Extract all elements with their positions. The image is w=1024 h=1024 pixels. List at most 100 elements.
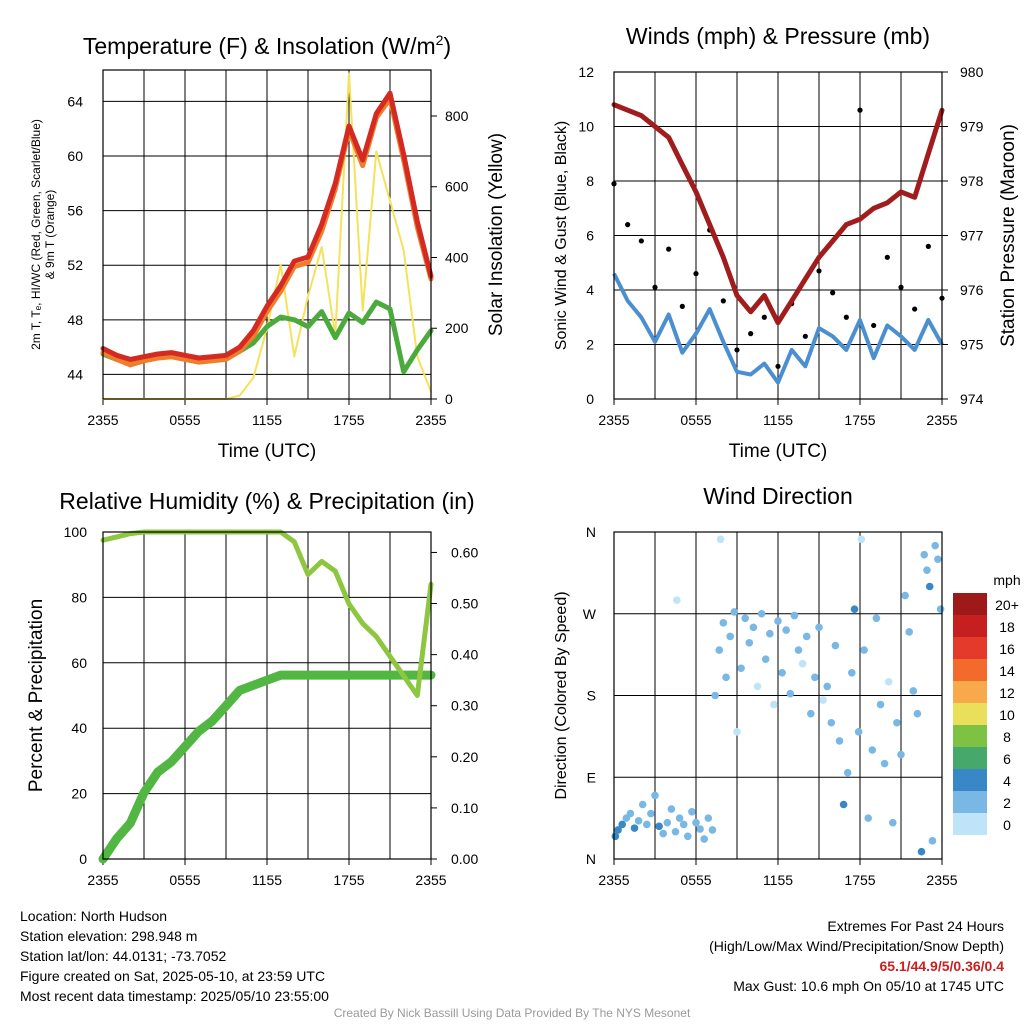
y-tick-label: E xyxy=(587,769,596,785)
x-tick-label: 1155 xyxy=(763,872,793,888)
wind-direction-point xyxy=(630,824,639,832)
x-tick-label: 1755 xyxy=(844,412,875,428)
y-tick-label: 48 xyxy=(67,312,83,328)
wind-direction-point xyxy=(889,818,897,827)
y2-tick-label: 974 xyxy=(960,391,984,407)
wind-direction-point xyxy=(807,709,815,718)
wind-direction-point xyxy=(839,800,848,809)
x-tick-label: 0555 xyxy=(169,412,200,428)
wind-direction-point xyxy=(864,814,872,822)
wind-direction-point xyxy=(673,596,681,604)
y2-tick-label: 980 xyxy=(960,64,984,80)
y-tick-label: 0 xyxy=(586,391,594,407)
y-tick-label: 0 xyxy=(79,851,87,867)
y2-tick-label: 0.00 xyxy=(451,851,478,867)
wind-direction-point xyxy=(831,641,840,650)
colorbar-title: mph xyxy=(993,572,1020,588)
wind-direction-point xyxy=(925,582,934,591)
gust-point xyxy=(666,246,672,252)
wind-direction-point xyxy=(868,746,877,754)
wind-direction-point xyxy=(901,591,909,600)
colorbar-swatch xyxy=(953,659,987,681)
wind-direction-point xyxy=(719,619,728,627)
wind-direction-point xyxy=(745,639,754,647)
wind-direction-point xyxy=(766,629,774,638)
wind-direction-point xyxy=(811,673,819,682)
y-tick-label: N xyxy=(586,524,596,540)
gust-point xyxy=(898,284,904,290)
wind-direction-point xyxy=(819,696,827,704)
y-axis-label: & 9m T (Orange) xyxy=(43,190,57,280)
y-axis-label: Sonic Wind & Gust (Blue, Black) xyxy=(553,121,570,350)
wind-direction-point xyxy=(730,608,739,616)
colorbar-label: 12 xyxy=(999,685,1015,701)
series-line-sonic-wind xyxy=(612,272,944,385)
y2-tick-label: 0.40 xyxy=(451,647,478,663)
chart-title: Relative Humidity (%) & Precipitation (i… xyxy=(59,488,474,514)
wind-direction-point xyxy=(737,664,745,673)
wind-direction-point xyxy=(726,632,734,641)
colorbar-swatch xyxy=(953,769,987,791)
x-tick-label: 1155 xyxy=(763,412,793,428)
colorbar-label: 16 xyxy=(999,641,1015,657)
wind-direction-point xyxy=(700,835,708,843)
wind-direction-point xyxy=(872,614,881,623)
wind-direction-point xyxy=(655,822,663,831)
y2-tick-label: 979 xyxy=(960,119,984,135)
y2-tick-label: 0.10 xyxy=(451,800,478,816)
colorbar-label: 4 xyxy=(1003,773,1011,789)
gust-point xyxy=(625,222,631,228)
gust-point xyxy=(925,243,931,249)
y2-tick-label: 0.30 xyxy=(451,698,478,714)
x-tick-label: 2355 xyxy=(598,872,629,888)
x-tick-label: 1155 xyxy=(252,872,282,888)
plot-frame xyxy=(102,531,432,860)
wind-direction-point xyxy=(688,807,696,816)
recent-timestamp: Most recent data timestamp: 2025/05/10 2… xyxy=(20,988,329,1004)
y-tick-label: 80 xyxy=(71,589,87,605)
x-tick-label: 0555 xyxy=(169,872,200,888)
colorbar-swatch xyxy=(953,593,987,615)
wind-direction-point xyxy=(733,728,741,736)
gust-point xyxy=(802,333,808,339)
wind-direction-point xyxy=(715,646,724,654)
gust-point xyxy=(720,298,726,304)
credit-line: Created By Nick Bassill Using Data Provi… xyxy=(333,1006,691,1020)
wind-direction-point xyxy=(835,737,844,745)
colorbar-label: 20+ xyxy=(995,597,1019,613)
wind-direction-point xyxy=(778,668,786,677)
gust-point xyxy=(857,107,863,113)
wind-direction-point xyxy=(823,682,831,691)
station-latlon: Station lat/lon: 44.0131; -73.7052 xyxy=(20,948,227,964)
x-tick-label: 0555 xyxy=(680,872,711,888)
wind-direction-point xyxy=(913,709,922,718)
x-tick-label: 1755 xyxy=(333,872,364,888)
wind-direction-point xyxy=(667,805,676,813)
wind-direction-point xyxy=(663,818,672,827)
wind-direction-point xyxy=(647,809,655,818)
wind-direction-point xyxy=(761,655,770,663)
chart-title: Wind Direction xyxy=(703,483,853,509)
wind-direction-point xyxy=(708,826,717,834)
gust-point xyxy=(761,314,767,320)
gust-point xyxy=(652,284,658,290)
series-line-2m-t xyxy=(100,90,434,362)
wind-direction-point xyxy=(897,750,905,759)
y2-tick-label: 975 xyxy=(960,337,984,353)
wind-direction-point xyxy=(626,809,635,818)
y2-axis-label: Solar Insolation (Yellow) xyxy=(486,133,507,336)
gust-point xyxy=(871,322,877,329)
colorbar-swatch xyxy=(953,791,987,813)
wind-direction-point xyxy=(884,678,893,686)
x-tick-label: 2355 xyxy=(87,412,118,428)
y-tick-label: 64 xyxy=(67,93,83,109)
wind-direction-point xyxy=(753,682,762,691)
wind-direction-point xyxy=(711,691,719,700)
gust-point xyxy=(884,254,890,260)
x-tick-label: 1155 xyxy=(252,412,282,428)
y2-tick-label: 0.50 xyxy=(451,596,478,612)
y-tick-label: 20 xyxy=(71,786,87,802)
wind-direction-point xyxy=(843,768,852,777)
wind-direction-point xyxy=(936,605,945,614)
colorbar-swatch xyxy=(953,703,987,725)
